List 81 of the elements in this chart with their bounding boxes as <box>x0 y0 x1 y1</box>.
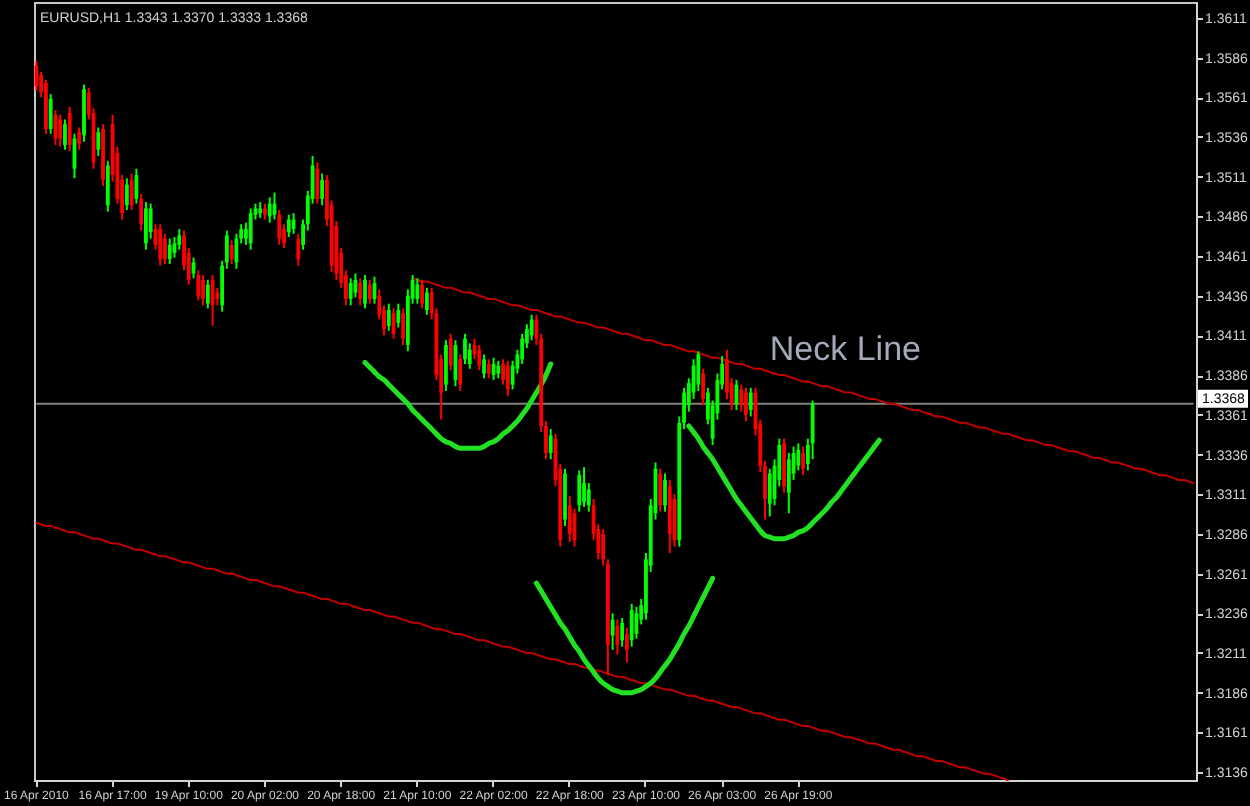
candlestick <box>458 353 463 392</box>
candlestick <box>82 83 86 143</box>
candlestick <box>124 177 129 211</box>
candlestick <box>782 437 786 494</box>
candlestick <box>34 59 39 92</box>
candlestick <box>577 469 582 513</box>
line-series <box>686 423 882 542</box>
candlestick <box>448 332 453 372</box>
candlestick <box>296 232 301 267</box>
candlestick <box>63 118 67 151</box>
candlestick <box>486 358 491 380</box>
line-series <box>35 521 1009 781</box>
candlestick <box>177 228 182 251</box>
candlestick <box>167 237 172 265</box>
candlestick <box>363 274 367 310</box>
candlestick <box>548 428 553 461</box>
candlestick <box>463 332 467 366</box>
candlestick <box>625 626 629 664</box>
candlestick <box>286 213 291 238</box>
candlestick <box>234 232 239 270</box>
candlestick <box>277 209 282 246</box>
candlestick <box>415 277 420 305</box>
series-label: Neck Line <box>769 329 921 368</box>
candlestick <box>620 617 625 648</box>
line-series <box>533 575 716 696</box>
candlestick <box>748 386 753 418</box>
candlestick <box>315 161 320 205</box>
candlestick <box>420 278 425 310</box>
candlestick <box>786 451 791 515</box>
candlestick <box>610 612 615 651</box>
candlestick <box>67 105 72 153</box>
candlestick <box>767 467 772 518</box>
candlestick <box>529 313 534 342</box>
candlestick <box>129 172 134 211</box>
candlestick <box>163 232 167 265</box>
candlestick <box>229 239 234 265</box>
candlestick <box>739 383 744 413</box>
candlestick <box>196 269 201 302</box>
candlestick <box>205 278 210 310</box>
candlestick <box>563 467 567 527</box>
candlestick <box>48 93 53 135</box>
candlestick <box>696 350 701 392</box>
candlestick <box>663 472 667 513</box>
candlestick <box>267 196 272 224</box>
candlestick <box>667 478 672 554</box>
candlestick <box>505 359 510 397</box>
candlestick <box>134 167 139 205</box>
candlestick <box>58 113 63 148</box>
line-series <box>362 359 554 451</box>
candlestick <box>444 339 448 392</box>
candlestick <box>248 207 253 251</box>
candlestick <box>567 494 572 543</box>
candlestick <box>158 223 163 267</box>
line-series <box>411 277 1195 485</box>
candlestick <box>477 343 482 372</box>
candlestick <box>401 307 405 346</box>
candlestick <box>467 342 472 370</box>
candlestick <box>701 367 706 407</box>
candlestick <box>744 386 748 423</box>
candlestick <box>96 126 101 158</box>
candlestick <box>367 278 372 305</box>
candlestick <box>615 618 620 656</box>
candlestick <box>105 159 110 213</box>
candlestick <box>658 467 663 513</box>
candlestick <box>482 353 486 380</box>
candlestick <box>139 193 144 232</box>
candlestick <box>144 201 148 251</box>
candlestick <box>77 126 82 151</box>
candlestick <box>424 286 429 316</box>
candlestick <box>796 442 801 472</box>
candlestick <box>201 274 205 307</box>
candlestick <box>801 445 806 477</box>
candlestick <box>386 302 391 332</box>
candlestick <box>396 302 401 329</box>
candlestick <box>44 78 48 135</box>
candlestick <box>582 466 586 508</box>
candlestick <box>348 277 353 307</box>
candlestick <box>320 172 325 207</box>
candlestick <box>358 277 363 307</box>
candlestick <box>629 602 634 648</box>
candlestick <box>520 332 525 366</box>
